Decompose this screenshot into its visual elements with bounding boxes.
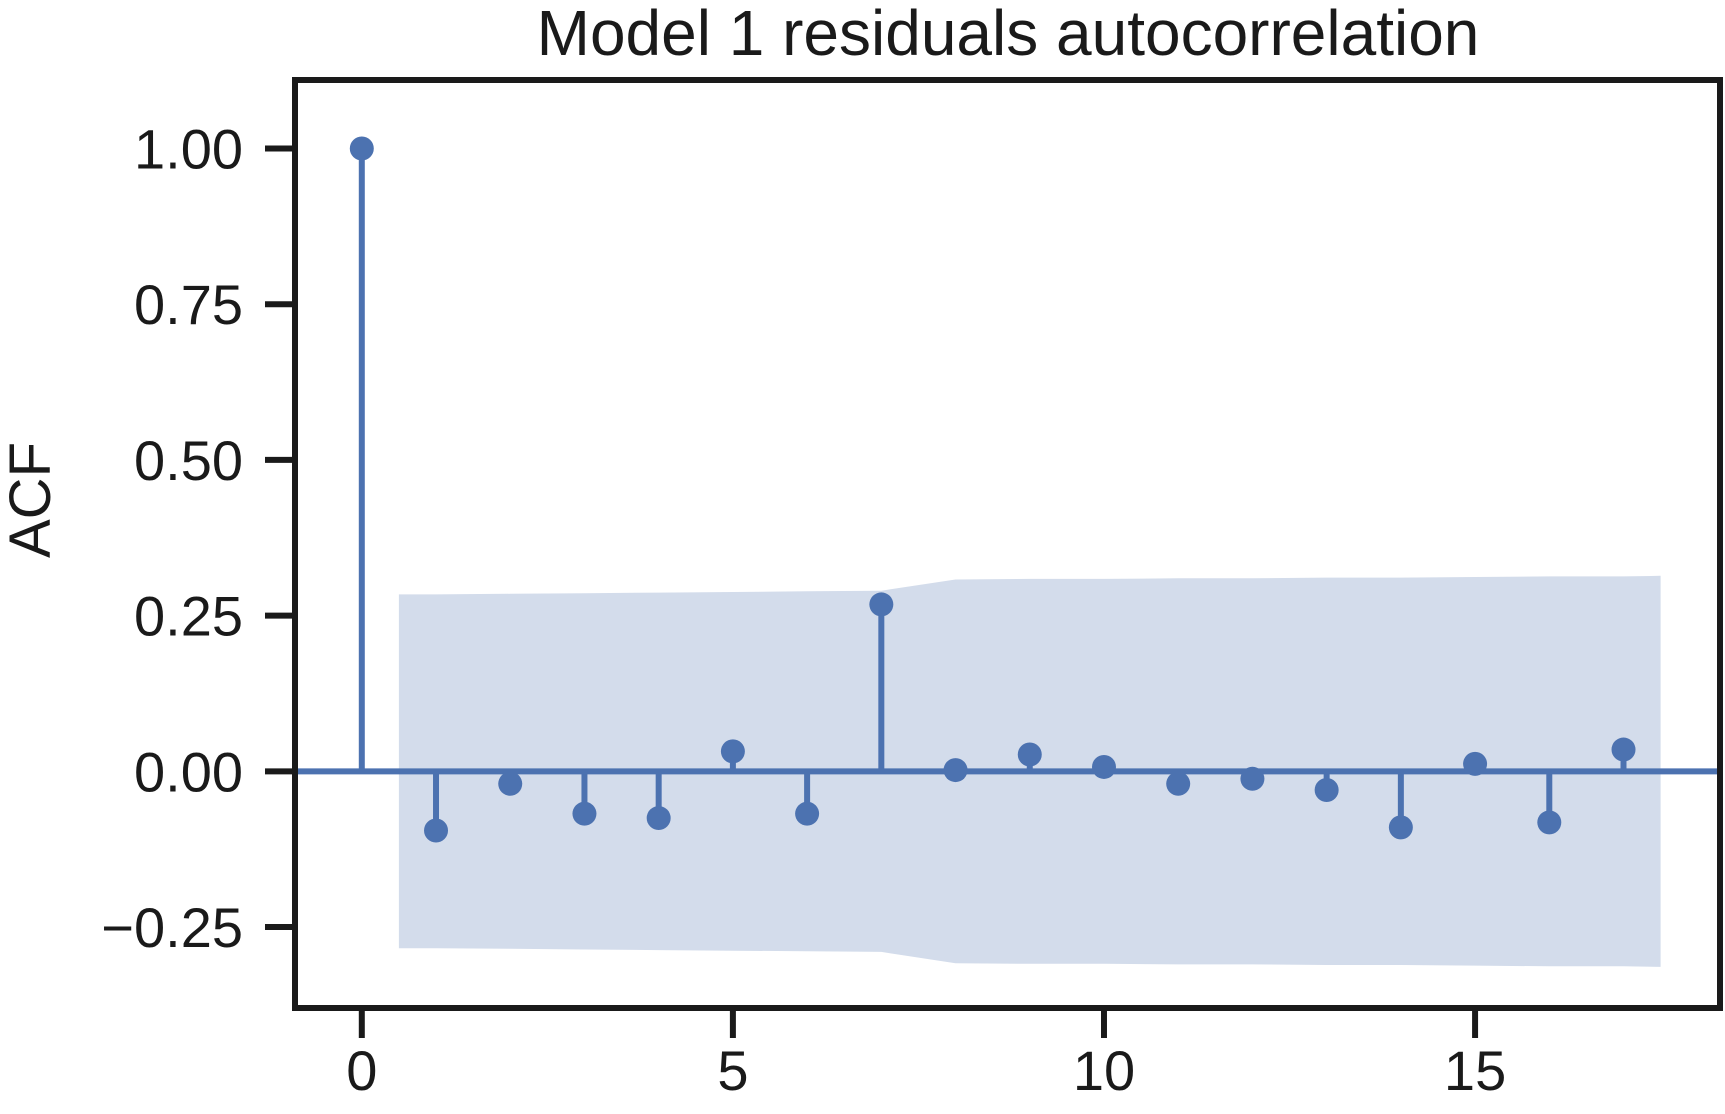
y-tick-label: 0.25 [134, 585, 243, 648]
marker-lag-10 [1091, 754, 1116, 779]
chart-title: Model 1 residuals autocorrelation [537, 0, 1480, 69]
marker-lag-17 [1611, 737, 1636, 762]
marker-lag-1 [424, 818, 449, 843]
y-tick-label: 0.50 [134, 429, 243, 492]
marker-lag-9 [1017, 742, 1042, 767]
marker-lag-16 [1537, 810, 1562, 835]
marker-lag-14 [1388, 815, 1413, 840]
marker-lag-6 [795, 801, 820, 826]
plot-area [292, 77, 1723, 1011]
marker-lag-3 [572, 801, 597, 826]
marker-lag-0 [349, 136, 374, 161]
marker-lag-5 [720, 739, 745, 764]
y-tick-label: 0.00 [134, 740, 243, 803]
y-tick-label: −0.25 [101, 896, 243, 959]
y-axis-label: ACF [0, 442, 63, 558]
marker-lag-2 [498, 771, 523, 796]
marker-lag-12 [1240, 766, 1265, 791]
x-tick-label: 5 [717, 1039, 748, 1102]
marker-lag-4 [646, 806, 671, 831]
x-tick-label: 15 [1444, 1039, 1506, 1102]
x-tick-label: 10 [1073, 1039, 1135, 1102]
marker-lag-15 [1463, 751, 1488, 776]
markers-group [349, 136, 1636, 843]
y-axis: 1.00 0.75 0.50 0.25 0.00 −0.25 [101, 118, 295, 959]
marker-lag-7 [869, 592, 894, 617]
y-tick-label: 0.75 [134, 273, 243, 336]
marker-lag-11 [1166, 771, 1191, 796]
y-tick-label: 1.00 [134, 118, 243, 181]
x-axis: 0 5 10 15 [346, 1008, 1506, 1102]
x-tick-label: 0 [346, 1039, 377, 1102]
marker-lag-13 [1314, 778, 1339, 803]
plot-frame [292, 77, 1723, 1011]
marker-lag-8 [943, 758, 968, 783]
